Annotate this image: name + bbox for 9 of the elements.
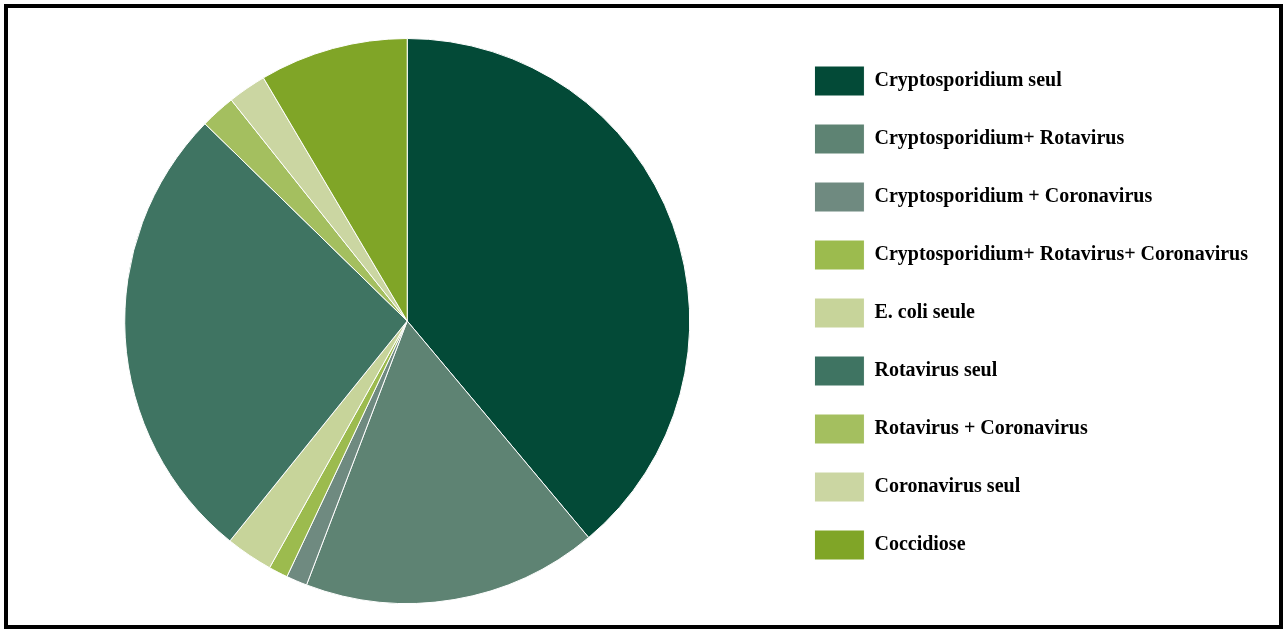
legend-label: Cryptosporidium+ Rotavirus+ Coronavirus bbox=[874, 242, 1249, 266]
legend-label: Cryptosporidium + Coronavirus bbox=[874, 184, 1153, 208]
legend-label: Coronavirus seul bbox=[874, 474, 1021, 497]
legend-label: Coccidiose bbox=[874, 532, 966, 555]
legend-label: Cryptosporidium+ Rotavirus bbox=[874, 126, 1125, 150]
legend-label: E. coli seule bbox=[874, 300, 976, 323]
legend-label: Rotavirus + Coronavirus bbox=[874, 416, 1088, 439]
legend-label: Cryptosporidium seul bbox=[874, 68, 1063, 92]
legend-label: Rotavirus seul bbox=[874, 358, 998, 381]
